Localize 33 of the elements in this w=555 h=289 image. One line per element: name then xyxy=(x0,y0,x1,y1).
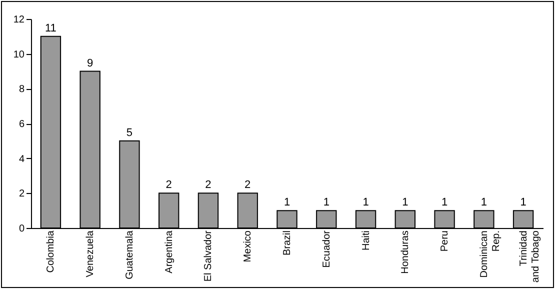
data-label: 5 xyxy=(126,126,133,139)
y-tick-label: 10 xyxy=(13,49,25,60)
data-label: 1 xyxy=(402,196,408,209)
x-tick-label: Mexico xyxy=(242,230,254,262)
data-label: 2 xyxy=(205,179,212,192)
data-label: 1 xyxy=(323,196,330,209)
data-label: 11 xyxy=(44,22,56,34)
data-label: 2 xyxy=(166,179,172,192)
data-label: 1 xyxy=(520,196,526,209)
y-tick-label: 2 xyxy=(18,188,25,200)
x-tick-label: Guatemala xyxy=(124,230,136,280)
x-tick-label: Colombia xyxy=(46,230,57,273)
x-tick-label: Trinidad and Tobago xyxy=(518,230,542,283)
data-label: 1 xyxy=(480,196,487,209)
x-tick-label: Venezuela xyxy=(85,230,96,278)
x-tick-label: Peru xyxy=(440,230,451,252)
y-tick-label: 8 xyxy=(18,84,25,96)
data-label: 2 xyxy=(244,179,251,192)
y-tick-label: 4 xyxy=(18,154,25,165)
data-label: 9 xyxy=(87,57,94,70)
x-tick-label: El Salvador xyxy=(203,230,214,282)
x-tick-label: Haiti xyxy=(360,230,372,251)
x-tick-label: Honduras xyxy=(400,230,412,274)
x-tick-label: Argentina xyxy=(164,230,175,274)
x-tick-label: Brazil xyxy=(282,230,293,256)
y-tick-label: 12 xyxy=(13,14,25,26)
data-label: 1 xyxy=(441,196,448,209)
x-tick-label: Dominican Rep. xyxy=(478,230,502,278)
y-tick-label: 0 xyxy=(18,224,25,234)
data-label: 1 xyxy=(284,196,290,209)
y-tick-label: 6 xyxy=(18,119,25,130)
data-label: 1 xyxy=(362,196,369,209)
x-tick-label: Ecuador xyxy=(321,230,332,268)
